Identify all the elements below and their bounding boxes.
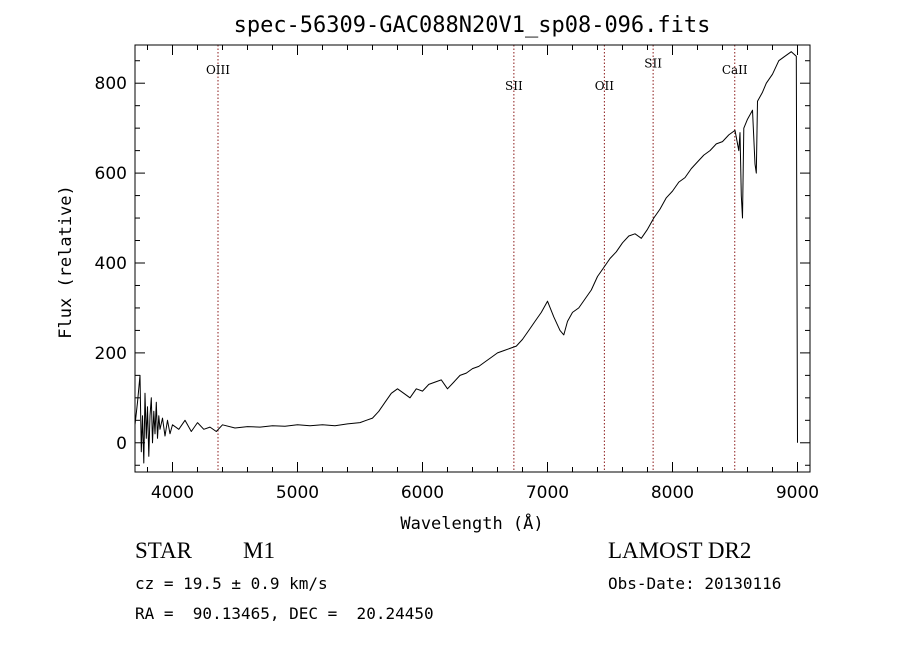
line-marker-label-2: OII xyxy=(595,79,615,93)
obs-date-text: Obs-Date: 20130116 xyxy=(608,574,782,593)
y-axis-label: Flux (relative) xyxy=(56,185,76,339)
object-subclass: M1 xyxy=(243,538,275,563)
spectrum-series-0 xyxy=(134,51,798,464)
axis-ticks: 4000 5000 6000 7000 8000 9000 0 200 400 600 800 xyxy=(95,45,819,503)
y-tick-label-0: 0 xyxy=(116,434,127,454)
survey-name: LAMOST DR2 xyxy=(608,538,752,563)
x-tick-label-2: 6000 xyxy=(401,483,444,503)
line-markers: OIII SII OII SII CaII xyxy=(206,45,748,472)
line-marker-label-0: OIII xyxy=(206,63,230,77)
chart-title: spec-56309-GAC088N20V1_sp08-096.fits xyxy=(234,13,711,38)
x-tick-label-1: 5000 xyxy=(276,483,319,503)
line-marker-label-4: CaII xyxy=(722,63,748,77)
line-marker-label-1: SII xyxy=(505,79,523,93)
plot-frame xyxy=(134,44,811,473)
line-marker-label-3: SII xyxy=(644,56,662,70)
y-tick-label-3: 600 xyxy=(95,164,127,184)
y-tick-label-1: 200 xyxy=(95,344,127,364)
y-tick-label-4: 800 xyxy=(95,74,127,94)
coordinates-text: RA = 90.13465, DEC = 20.24450 xyxy=(135,604,434,623)
series-group xyxy=(134,51,798,464)
y-tick-label-2: 400 xyxy=(95,254,127,274)
x-tick-label-0: 4000 xyxy=(151,483,194,503)
x-axis-label: Wavelength (Å) xyxy=(400,512,543,534)
x-tick-label-3: 7000 xyxy=(526,483,569,503)
redshift-text: cz = 19.5 ± 0.9 km/s xyxy=(135,574,328,593)
object-class: STAR xyxy=(135,538,192,563)
x-tick-label-5: 9000 xyxy=(776,483,819,503)
x-tick-label-4: 8000 xyxy=(651,483,694,503)
